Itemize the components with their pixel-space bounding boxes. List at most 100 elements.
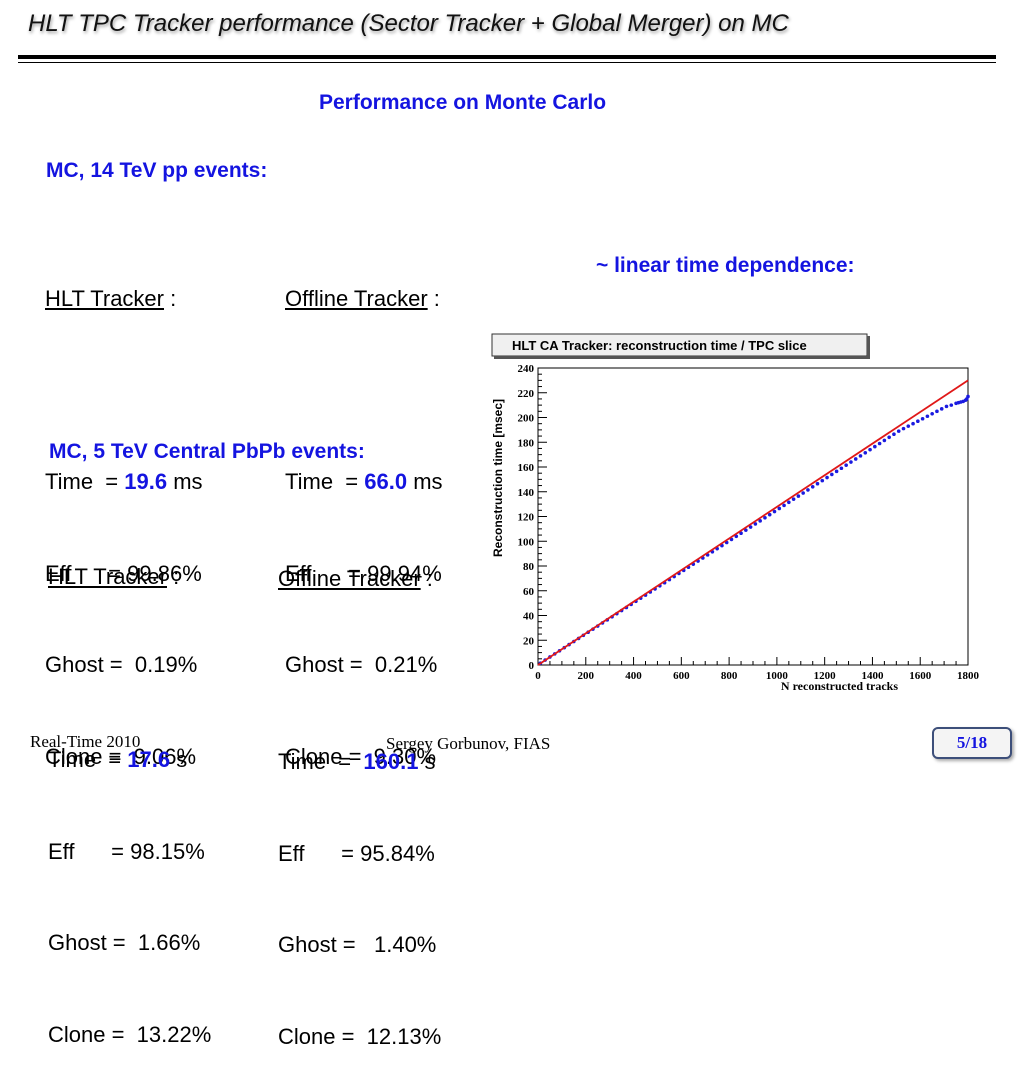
scatter-point <box>949 403 954 407</box>
reconstruction-time-chart: HLT CA Tracker: reconstruction time / TP… <box>491 333 980 693</box>
pbpb-offline-title-line: Offline Tracker : <box>278 564 441 595</box>
scatter-point <box>887 435 891 440</box>
scatter-point <box>787 500 791 505</box>
pp-offline-clone: Clone = 9.30% <box>285 743 437 769</box>
pbpb-hlt-eff: Eff = 98.15% <box>48 838 205 864</box>
plot-frame <box>537 367 969 666</box>
scatter-point <box>858 454 863 458</box>
footer-author: Sergey Gorbunov, FIAS <box>386 734 551 753</box>
page-number: 5/18 <box>932 727 1012 759</box>
pbpb-offline-time-unit: s <box>418 749 436 774</box>
pbpb-hlt-title-line: HLT Tracker : <box>48 562 211 593</box>
y-tick-label: 0 <box>529 660 535 672</box>
pp-hlt-title: HLT Tracker <box>45 286 164 311</box>
y-tick-label: 60 <box>523 586 535 598</box>
y-tick-label: 80 <box>523 561 535 573</box>
data-points <box>538 394 970 665</box>
x-tick-label: 0 <box>535 670 541 682</box>
pp-hlt-clone: Clone = 9.06% <box>45 743 197 769</box>
pbpb-offline-ghost: Ghost = 1.40% <box>278 932 437 957</box>
scatter-point <box>748 525 753 529</box>
linear-fit-line <box>537 379 969 666</box>
scatter-point <box>839 466 844 471</box>
scatter-point <box>966 394 970 399</box>
x-tick-label: 400 <box>625 670 642 682</box>
x-tick-label: 1000 <box>766 670 789 682</box>
pbpb-offline-eff: Eff = 95.84% <box>278 840 435 866</box>
pbpb-hlt-title: HLT Tracker <box>48 564 167 589</box>
x-tick-label: 1800 <box>957 670 980 682</box>
axis-ticks: 0 200 400 600 800 1000 1200 1400 1600 1800 0 20 40 60… <box>518 363 980 682</box>
scatter-point <box>753 522 758 526</box>
pp-hlt-time-value: 19.6 <box>124 469 168 494</box>
scatter-point <box>853 457 858 461</box>
scatter-point <box>882 438 887 443</box>
y-tick-label: 20 <box>523 635 535 647</box>
y-tick-label: 180 <box>518 437 535 449</box>
pp-offline-time: Time = 66.0 ms <box>285 467 443 498</box>
scatter-point <box>758 519 762 523</box>
scatter-point <box>868 447 872 452</box>
y-tick-label: 240 <box>518 363 535 375</box>
pbpb-hlt-sep: : <box>167 564 180 589</box>
chart-title: HLT CA Tracker: reconstruction time / TP… <box>512 338 807 353</box>
scatter-point <box>935 409 939 414</box>
scatter-point <box>801 491 805 495</box>
pp-hlt-time-unit: ms <box>167 469 203 494</box>
scatter-point <box>916 419 920 424</box>
pbpb-offline-time-label: Time = <box>278 749 364 774</box>
pbpb-offline-sep: : <box>420 566 433 591</box>
pp-offline-block: Offline Tracker : Time = 66.0 ms Eff = 9… <box>285 223 443 803</box>
scatter-point <box>944 404 949 409</box>
y-tick-label: 40 <box>523 611 535 623</box>
scatter-point <box>939 407 944 411</box>
scatter-point <box>925 414 930 419</box>
y-tick-label: 140 <box>518 487 535 499</box>
subtitle: Performance on Monte Carlo <box>319 91 607 114</box>
scatter-point <box>877 441 882 446</box>
header-rule-thin <box>18 62 996 63</box>
scatter-point <box>830 472 834 477</box>
scatter-point <box>791 497 796 501</box>
scatter-point <box>896 429 901 433</box>
scatter-point <box>906 424 911 428</box>
x-tick-label: 600 <box>673 670 690 682</box>
scatter-point <box>825 475 829 480</box>
pbpb-offline-title: Offline Tracker <box>278 566 421 591</box>
pp-hlt-sep: : <box>164 286 177 311</box>
scatter-point <box>920 416 925 421</box>
scatter-point <box>820 478 825 483</box>
x-tick-label: 1600 <box>909 670 932 682</box>
x-tick-label: 200 <box>578 670 595 682</box>
pbpb-hlt-time-unit: s <box>170 747 188 772</box>
scatter-point <box>782 503 786 508</box>
pp-offline-time-label: Time = <box>285 469 365 494</box>
footer-conference: Real-Time 2010 <box>30 732 141 751</box>
scatter-point <box>796 494 801 498</box>
pbpb-heading: MC, 5 TeV Central PbPb events: <box>49 440 365 463</box>
scatter-point <box>873 444 877 449</box>
slide-title: HLT TPC Tracker performance (Sector Trac… <box>28 10 789 37</box>
y-tick-label: 200 <box>518 413 535 425</box>
pp-offline-ghost: Ghost = 0.21% <box>285 652 438 677</box>
pp-offline-time-value: 66.0 <box>364 469 408 494</box>
x-tick-label: 1400 <box>861 670 884 682</box>
scatter-point <box>744 528 748 532</box>
scatter-point <box>849 460 853 464</box>
scatter-point <box>901 426 906 431</box>
pp-hlt-time: Time = 19.6 ms <box>45 467 203 498</box>
y-tick-label: 220 <box>518 388 535 400</box>
pbpb-hlt-ghost: Ghost = 1.66% <box>48 930 201 955</box>
y-axis-label: Reconstruction time [msec] <box>491 399 505 557</box>
x-axis-label: N reconstructed tracks <box>781 679 898 693</box>
scatter-point <box>892 432 896 437</box>
scatter-point <box>739 531 743 536</box>
x-tick-label: 1200 <box>814 670 837 682</box>
fit-line <box>537 379 969 666</box>
pp-hlt-eff: Eff = 99.86% <box>45 560 202 586</box>
pp-offline-eff: Eff = 99.94% <box>285 560 442 586</box>
chart-caption: ~ linear time dependence: <box>596 254 855 277</box>
chart-panel: HLT CA Tracker: reconstruction time / TP… <box>488 330 980 698</box>
pp-offline-sep: : <box>427 286 440 311</box>
scatter-point <box>930 411 934 416</box>
